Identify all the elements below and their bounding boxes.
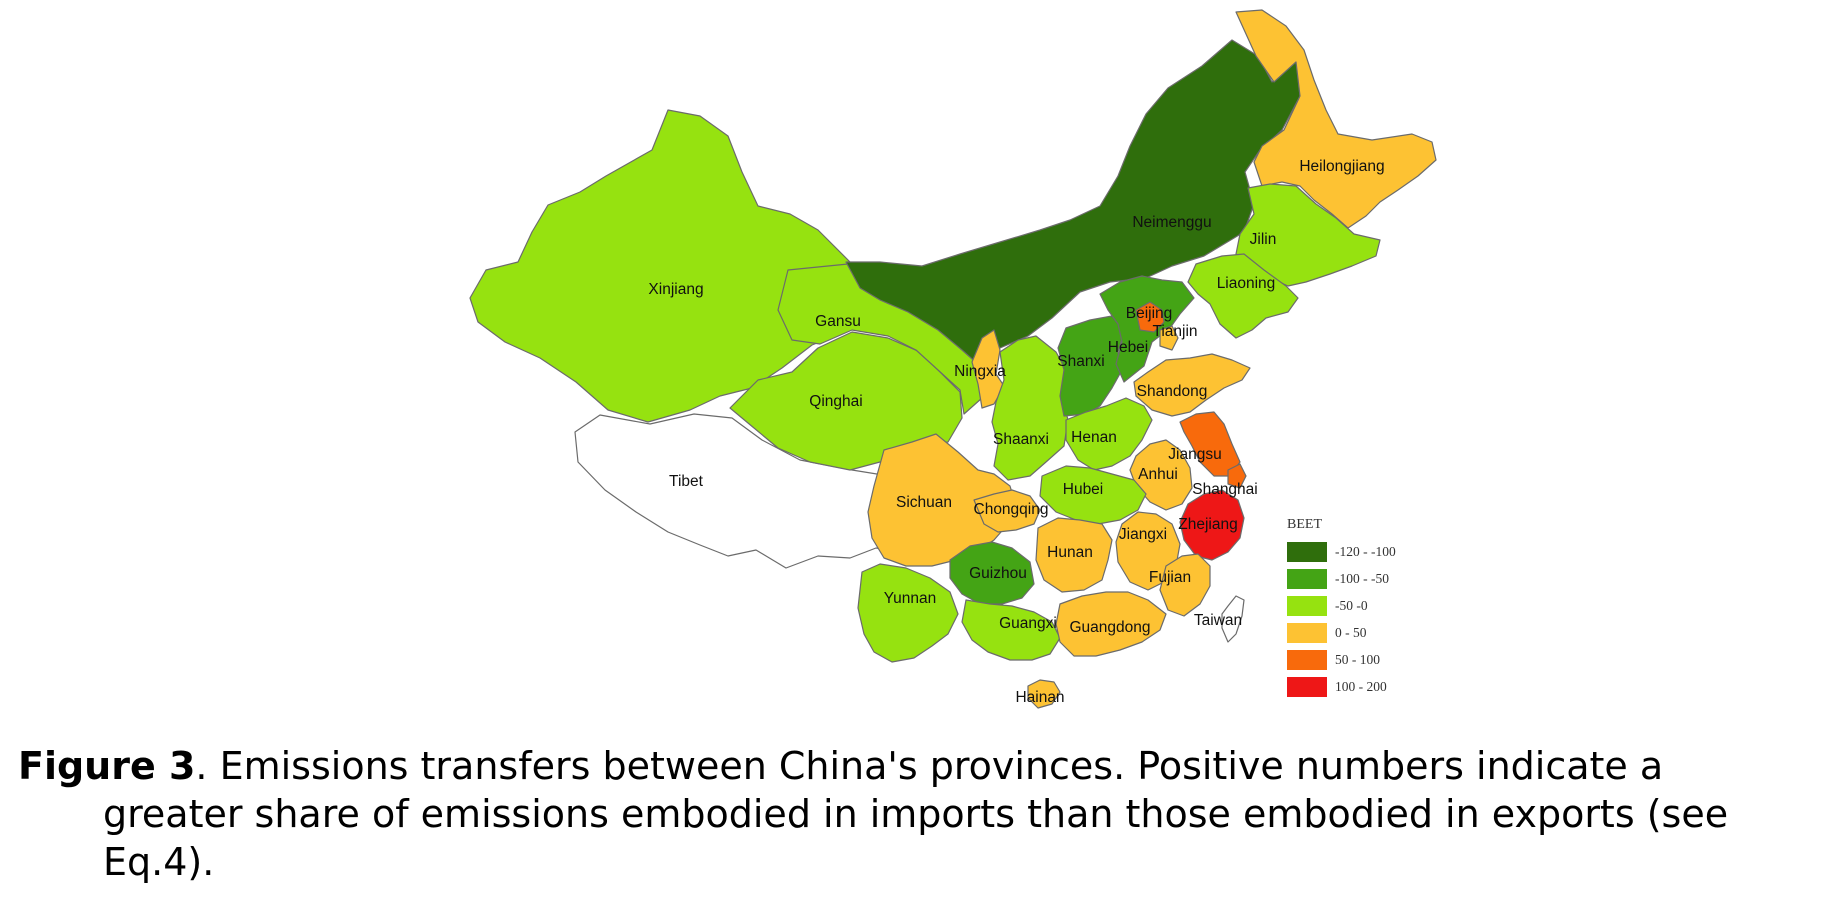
province-shanghai <box>1227 463 1247 489</box>
province-guizhou <box>949 541 1035 605</box>
choropleth-map: Xinjiang Tibet Qinghai Gansu Neimenggu Heilon… <box>469 9 1437 709</box>
province-label-sichuan: Sichuan <box>896 494 952 511</box>
province-yunnan <box>857 563 959 663</box>
province-label-liaoning: Liaoning <box>1217 275 1276 292</box>
province-xinjiang <box>469 109 857 423</box>
legend-label-1: -120 - -100 <box>1335 544 1396 559</box>
province-label-fujian: Fujian <box>1149 569 1191 586</box>
legend-label-4: 0 - 50 <box>1335 625 1367 640</box>
province-label-shanghai: Shanghai <box>1192 481 1258 498</box>
province-label-ningxia: Ningxia <box>954 363 1006 380</box>
province-hubei <box>1039 465 1147 525</box>
province-label-guizhou: Guizhou <box>969 565 1027 582</box>
province-label-guangdong: Guangdong <box>1069 619 1150 636</box>
province-label-shaanxi: Shaanxi <box>993 431 1049 448</box>
province-label-gansu: Gansu <box>815 313 861 330</box>
province-liaoning <box>1187 253 1299 339</box>
province-label-hubei: Hubei <box>1063 481 1104 498</box>
province-shandong <box>1133 353 1251 417</box>
figure-label: Figure 3 <box>18 744 196 788</box>
province-label-hainan: Hainan <box>1015 689 1064 706</box>
province-fujian <box>1159 553 1211 617</box>
caption-line-3: Eq.4). <box>103 840 215 884</box>
province-guangdong <box>1055 591 1167 657</box>
legend-label-6: 100 - 200 <box>1335 679 1387 694</box>
map-legend: BEET -120 - -100 -100 - -50 -50 -0 0 - 50 50 … <box>1287 517 1396 697</box>
province-taiwan <box>1221 595 1245 643</box>
caption-line-2: greater share of emissions embodied in i… <box>103 792 1729 836</box>
province-label-anhui: Anhui <box>1138 466 1178 483</box>
legend-swatch-1 <box>1287 542 1327 562</box>
legend-label-2: -100 - -50 <box>1335 571 1389 586</box>
figure-caption: Figure 3. Emissions transfers between Ch… <box>18 742 1828 886</box>
province-beijing <box>1135 301 1165 333</box>
province-jilin <box>1235 183 1381 287</box>
province-hainan <box>1027 679 1061 709</box>
legend-swatch-2 <box>1287 569 1327 589</box>
legend-swatch-3 <box>1287 596 1327 616</box>
caption-text-1: . Emissions transfers between China's pr… <box>195 744 1664 788</box>
province-tianjin <box>1159 325 1179 351</box>
province-label-heilongjiang: Heilongjiang <box>1299 158 1384 175</box>
province-label-hebei: Hebei <box>1108 339 1149 356</box>
legend-swatch-4 <box>1287 623 1327 643</box>
province-label-taiwan: Taiwan <box>1194 612 1242 629</box>
province-label-zhejiang: Zhejiang <box>1178 516 1237 533</box>
province-label-qinghai: Qinghai <box>809 393 862 410</box>
legend-swatch-6 <box>1287 677 1327 697</box>
province-label-shanxi: Shanxi <box>1057 353 1104 370</box>
province-guangxi <box>961 599 1061 661</box>
province-chongqing <box>973 489 1041 533</box>
legend-title: BEET <box>1287 517 1322 532</box>
province-label-neimenggu: Neimenggu <box>1132 214 1211 231</box>
province-label-yunnan: Yunnan <box>884 590 937 607</box>
province-label-jiangsu: Jiangsu <box>1168 446 1221 463</box>
province-label-tibet: Tibet <box>669 473 704 490</box>
province-label-beijing: Beijing <box>1126 305 1173 322</box>
caption-line-1: Figure 3. Emissions transfers between Ch… <box>18 742 1828 790</box>
province-hunan <box>1035 517 1113 593</box>
province-shaanxi <box>991 335 1069 481</box>
province-label-tianjin: Tianjin <box>1152 323 1197 340</box>
province-label-shandong: Shandong <box>1137 383 1208 400</box>
province-label-guangxi: Guangxi <box>999 615 1057 632</box>
legend-label-3: -50 -0 <box>1335 598 1368 613</box>
province-zhejiang <box>1179 489 1245 561</box>
province-label-jilin: Jilin <box>1250 231 1277 248</box>
legend-swatch-5 <box>1287 650 1327 670</box>
province-henan <box>1065 397 1153 471</box>
province-label-xinjiang: Xinjiang <box>648 281 703 298</box>
province-label-jiangxi: Jiangxi <box>1119 526 1167 543</box>
province-heilongjiang <box>1235 9 1437 229</box>
province-qinghai <box>729 331 963 471</box>
province-label-henan: Henan <box>1071 429 1117 446</box>
province-label-hunan: Hunan <box>1047 544 1093 561</box>
province-sichuan <box>867 433 1017 567</box>
province-label-chongqing: Chongqing <box>974 501 1049 518</box>
legend-label-5: 50 - 100 <box>1335 652 1380 667</box>
